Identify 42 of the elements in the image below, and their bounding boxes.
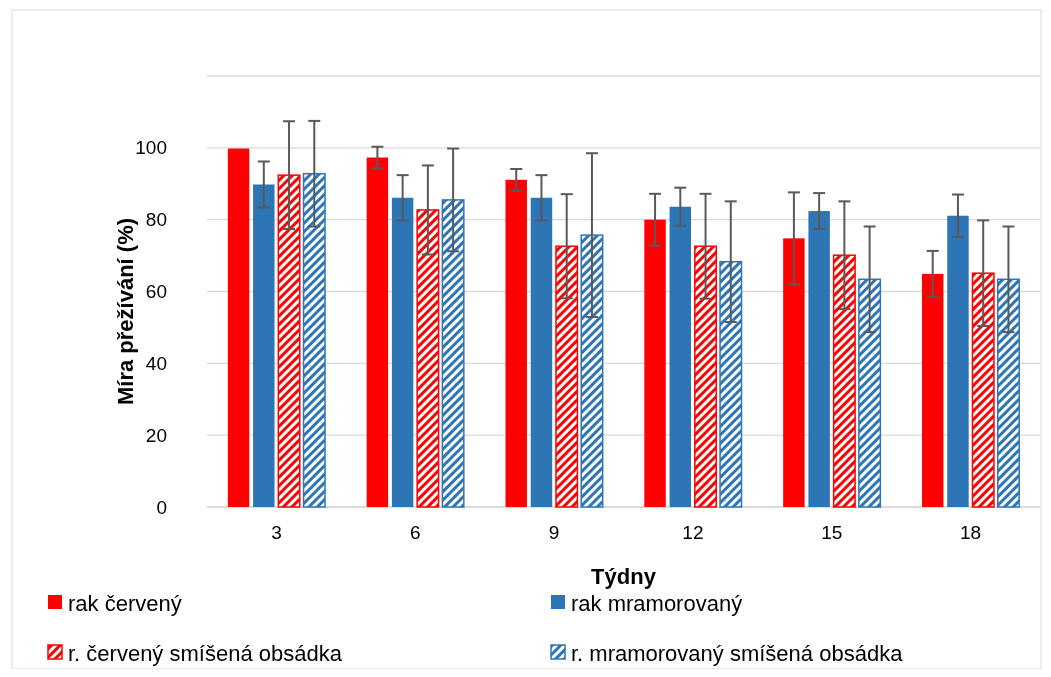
bar <box>832 254 856 508</box>
bar <box>227 148 250 507</box>
bar <box>391 197 414 507</box>
bar <box>530 197 553 507</box>
bar <box>719 260 743 508</box>
y-tick-label: 80 <box>145 209 167 231</box>
y-tick-label: 60 <box>145 281 167 303</box>
bar <box>669 206 692 507</box>
y-tick-label: 100 <box>135 137 167 159</box>
bar <box>302 172 326 508</box>
bar <box>996 278 1020 508</box>
x-tick-label: 18 <box>960 522 982 543</box>
bar <box>416 209 440 508</box>
y-axis-title: Míra přežívání (%) <box>113 217 138 406</box>
bar <box>441 199 465 508</box>
x-tick-label: 15 <box>821 522 843 543</box>
bar <box>783 238 805 507</box>
legend-label: rak červený <box>68 590 182 616</box>
legend-label: r. červený smíšená obsádka <box>68 640 343 666</box>
y-tick-label: 20 <box>145 424 167 446</box>
x-tick-label: 12 <box>682 522 704 543</box>
x-tick-label: 6 <box>409 522 421 543</box>
y-tick-label: 40 <box>145 352 167 374</box>
bar <box>505 179 527 507</box>
bar <box>555 245 579 508</box>
bar <box>947 215 969 507</box>
bar <box>580 234 604 508</box>
x-tick-label: 3 <box>271 522 282 543</box>
x-axis-title: Týdny <box>591 564 657 589</box>
legend-label: rak mramorovaný <box>571 590 743 616</box>
bar <box>644 219 666 507</box>
bar <box>921 273 944 507</box>
bar <box>277 174 301 508</box>
bar <box>971 272 995 508</box>
y-tick-label: 0 <box>156 496 167 518</box>
bar <box>366 157 389 507</box>
bar <box>858 278 882 508</box>
bar <box>253 184 275 507</box>
x-tick-label: 9 <box>548 522 560 543</box>
bar <box>694 245 718 508</box>
bar <box>808 211 830 507</box>
legend-label: r. mramorovaný smíšená obsádka <box>571 640 904 666</box>
